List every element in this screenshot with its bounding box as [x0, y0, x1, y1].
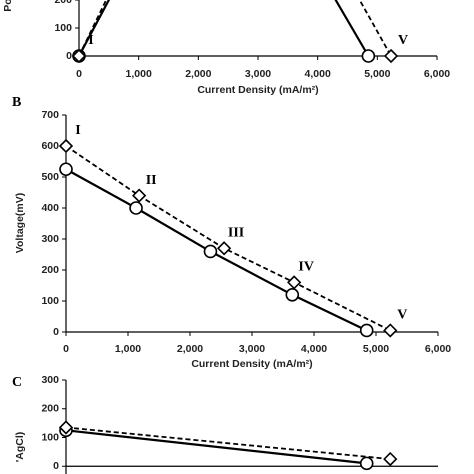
y-tick-label: 300	[41, 233, 59, 245]
series-line	[78, 0, 392, 57]
panel-label: B	[12, 95, 21, 110]
x-tick-label: 0	[76, 68, 82, 80]
marker-diamond	[383, 48, 399, 64]
point-label: V	[398, 33, 408, 48]
y-tick-label: 700	[41, 109, 59, 121]
y-tick-label: 100	[41, 431, 59, 443]
y-tick-label: 200	[54, 0, 72, 6]
y-tick-label: 0	[66, 50, 72, 62]
x-tick-label: 5,000	[363, 343, 389, 355]
marker-circle	[285, 287, 300, 302]
point-label: II	[146, 173, 157, 188]
marker-diamond	[58, 138, 74, 154]
marker-diamond	[383, 451, 398, 467]
x-tick-label: 5,000	[364, 68, 390, 80]
series-line	[65, 426, 391, 460]
y-tick-label: 200	[41, 403, 59, 415]
x-axis-title: Current Density (mA/m²)	[197, 84, 318, 96]
marker-circle	[359, 456, 374, 471]
x-tick-label: 4,000	[301, 343, 327, 355]
y-tick-label: 300	[41, 374, 59, 386]
y-tick-label: 400	[41, 202, 59, 214]
point-label: I	[88, 33, 93, 48]
marker-diamond	[383, 323, 398, 338]
x-tick-label: 6,000	[424, 68, 450, 80]
x-tick-label: 2,000	[185, 68, 211, 80]
point-label: V	[397, 308, 407, 323]
series-line	[65, 429, 367, 465]
x-tick-label: 3,000	[245, 68, 271, 80]
point-label: IV	[298, 260, 314, 275]
marker-diamond	[132, 188, 147, 203]
series-line	[78, 0, 370, 57]
x-tick-label: 4,000	[305, 68, 331, 80]
point-label: III	[228, 226, 244, 241]
y-tick-label: 200	[41, 264, 59, 276]
y-tick-label: 100	[54, 22, 72, 34]
x-tick-label: 2,000	[177, 343, 203, 355]
marker-circle	[359, 323, 374, 338]
x-tick-label: 1,000	[115, 343, 141, 355]
marker-circle	[361, 49, 376, 63]
y-tick-label: 100	[41, 295, 59, 307]
y-axis-title: Po	[2, 0, 14, 12]
marker-circle	[129, 201, 143, 215]
marker-circle	[203, 244, 218, 259]
y-axis-title: Voltage(mV)	[14, 193, 26, 253]
x-tick-label: 6,000	[425, 343, 451, 355]
y-tick-label: 500	[41, 171, 59, 183]
marker-diamond	[287, 275, 302, 290]
x-axis-title: Current Density (mA/m²)	[191, 358, 312, 370]
x-tick-label: 0	[63, 343, 69, 355]
x-tick-label: 1,000	[126, 68, 152, 80]
marker-diamond	[58, 420, 74, 435]
y-tick-label: 0	[53, 460, 59, 472]
panel-label: C	[12, 375, 22, 390]
marker-diamond	[216, 241, 232, 256]
marker-circle	[59, 162, 73, 177]
y-tick-label: 600	[41, 140, 59, 152]
point-label: I	[75, 123, 80, 138]
y-axis-title: 'AgCl)	[14, 432, 26, 463]
marker-diamond	[71, 48, 87, 64]
x-tick-label: 3,000	[239, 343, 265, 355]
y-tick-label: 0	[53, 326, 59, 338]
